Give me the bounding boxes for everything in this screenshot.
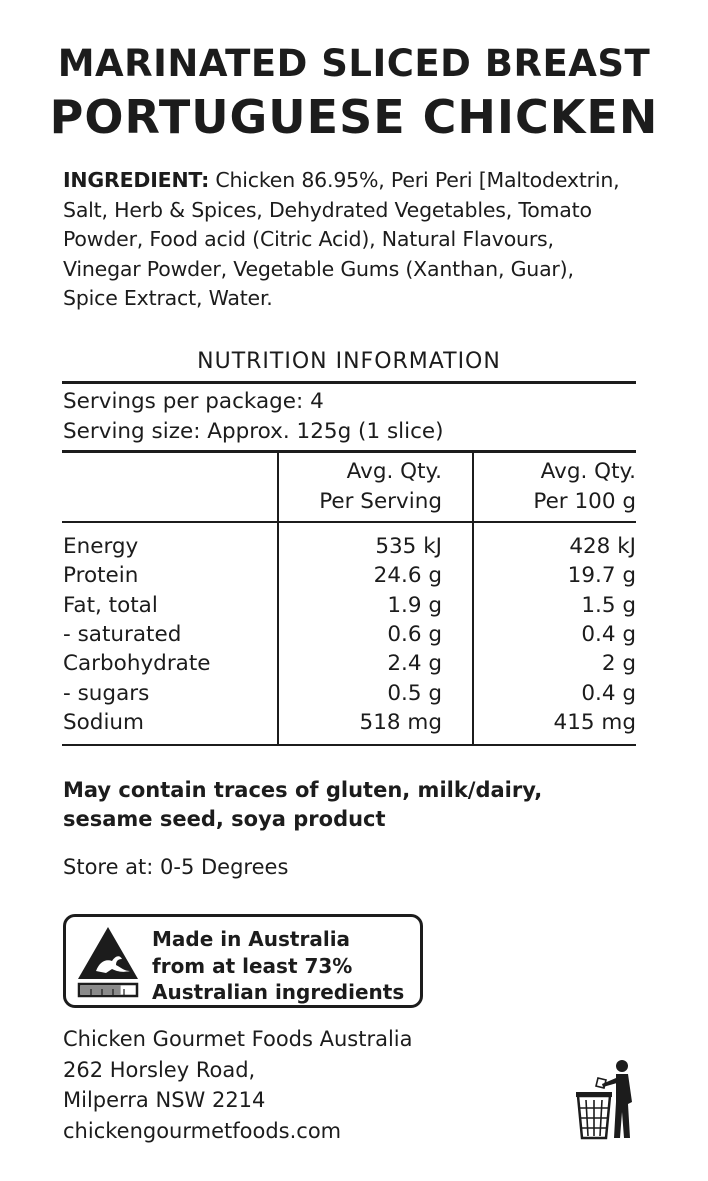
australian-content-bar xyxy=(80,985,121,995)
col-header-100g: Avg. Qty. xyxy=(540,459,636,484)
nutrient-name: Energy xyxy=(63,534,139,559)
nutrient-per-100g: 0.4 g xyxy=(581,621,636,647)
nutrient-per-100g: 19.7 g xyxy=(567,563,636,589)
nutrient-per-serving: 0.5 g xyxy=(387,680,442,706)
made-in-line: from at least 73% xyxy=(152,953,353,978)
ingredients-label: INGREDIENT: xyxy=(63,168,210,192)
serving-size: Serving size: Approx. 125g (1 slice) xyxy=(63,419,444,444)
ingredients-line: Vinegar Powder, Vegetable Gums (Xanthan,… xyxy=(63,256,574,281)
nutrient-per-serving: 535 kJ xyxy=(375,534,442,559)
nutrient-per-serving: 2.4 g xyxy=(387,651,442,677)
nutrient-per-100g: 415 mg xyxy=(553,709,636,735)
product-subtitle: MARINATED SLICED BREAST xyxy=(57,42,651,85)
website: chickengourmetfoods.com xyxy=(63,1118,342,1143)
table-rule-header xyxy=(62,450,636,453)
nutrient-name: - sugars xyxy=(63,680,150,706)
nutrient-per-serving: 24.6 g xyxy=(373,563,442,589)
made-in-australia-text: Made in Australia from at least 73% Aust… xyxy=(152,926,404,1006)
ingredients-line: Powder, Food acid (Citric Acid), Natural… xyxy=(63,227,554,251)
servings-per-package: Servings per package: 4 xyxy=(63,389,324,414)
nutrient-name: Carbohydrate xyxy=(63,651,211,677)
table-rule-body xyxy=(62,521,636,523)
col-header-serving: Per Serving xyxy=(319,489,442,514)
street-address: 262 Horsley Road, xyxy=(63,1057,256,1082)
table-rule-bottom xyxy=(62,744,636,746)
nutrient-per-serving: 518 mg xyxy=(359,709,442,735)
company-name: Chicken Gourmet Foods Australia xyxy=(63,1027,413,1051)
manufacturer-address: Chicken Gourmet Foods Australia 262 Hors… xyxy=(63,1024,413,1146)
tidy-man-bin-icon xyxy=(576,1060,632,1140)
storage-instructions: Store at: 0-5 Degrees xyxy=(63,855,289,879)
made-in-line: Made in Australia xyxy=(152,927,351,951)
allergen-line: May contain traces of gluten, milk/dairy… xyxy=(63,778,543,802)
nutrient-name: Fat, total xyxy=(63,592,158,618)
ingredients-block: INGREDIENT: Chicken 86.95%, Peri Peri [M… xyxy=(63,166,653,314)
nutrient-per-serving: 1.9 g xyxy=(387,592,442,618)
nutrient-name: - saturated xyxy=(63,621,182,647)
nutrient-per-100g: 0.4 g xyxy=(581,680,636,706)
nutrition-heading: NUTRITION INFORMATION xyxy=(197,349,501,374)
nutrient-name: Sodium xyxy=(63,709,144,735)
nutrient-per-100g: 1.5 g xyxy=(581,592,636,618)
nutrient-name: Protein xyxy=(63,563,139,589)
nutrient-per-100g: 2 g xyxy=(601,651,636,677)
col-header-serving: Avg. Qty. xyxy=(346,459,442,484)
allergen-line: sesame seed, soya product xyxy=(63,807,386,831)
ingredients-line: Spice Extract, Water. xyxy=(63,286,273,310)
table-divider-2 xyxy=(472,452,474,746)
ingredients-line: Chicken 86.95%, Peri Peri [Maltodextrin, xyxy=(209,168,620,192)
nutrient-per-serving: 0.6 g xyxy=(387,621,442,647)
product-title: PORTUGUESE CHICKEN xyxy=(49,90,659,144)
made-in-australia-badge: Made in Australia from at least 73% Aust… xyxy=(63,914,423,1008)
suburb-address: Milperra NSW 2214 xyxy=(63,1088,266,1112)
ingredients-line: Salt, Herb & Spices, Dehydrated Vegetabl… xyxy=(63,197,592,222)
kangaroo-triangle-icon xyxy=(77,927,139,998)
col-header-100g: Per 100 g xyxy=(533,489,636,514)
table-rule-top xyxy=(62,381,636,384)
table-divider-1 xyxy=(277,452,279,746)
allergen-statement: May contain traces of gluten, milk/dairy… xyxy=(63,776,542,834)
made-in-line: Australian ingredients xyxy=(152,980,405,1004)
nutrient-per-100g: 428 kJ xyxy=(569,534,636,559)
